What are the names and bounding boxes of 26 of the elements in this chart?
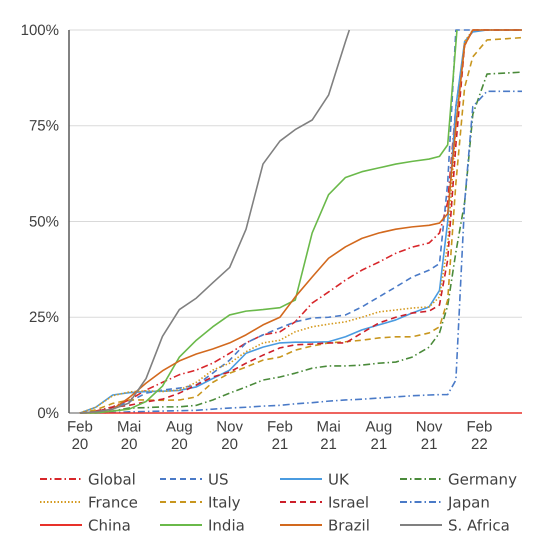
legend-label: S. Africa: [448, 516, 510, 534]
y-tick-label: 50%: [28, 213, 59, 230]
legend-label: US: [208, 470, 229, 488]
y-tick-label: 75%: [28, 118, 59, 135]
y-tick-label: 25%: [28, 309, 59, 326]
legend-label: China: [88, 516, 131, 534]
y-tick-label: 0%: [37, 404, 59, 422]
legend-label: Japan: [447, 493, 490, 512]
legend-label: UK: [328, 470, 350, 488]
x-tick-label: Feb 22: [466, 418, 492, 453]
legend-label: Germany: [448, 470, 518, 488]
legend-label: India: [208, 516, 245, 534]
x-tick-label: Feb 21: [266, 418, 293, 453]
x-tick-label: Aug 20: [166, 418, 193, 453]
x-tick-label: Mai 21: [316, 418, 341, 453]
legend-label: Israel: [328, 493, 369, 512]
x-tick-label: Nov 20: [216, 418, 244, 453]
x-tick-label: Nov 21: [416, 418, 443, 453]
x-tick-label: Mai 20: [117, 418, 142, 453]
y-tick-label: 100%: [20, 22, 59, 39]
x-tick-label: Aug 21: [365, 418, 392, 453]
x-tick-label: Feb 20: [67, 418, 93, 453]
legend-label: Italy: [208, 493, 241, 512]
legend-label: Brazil: [328, 516, 370, 534]
legend-label: Global: [88, 470, 136, 488]
legend-label: France: [88, 493, 138, 512]
